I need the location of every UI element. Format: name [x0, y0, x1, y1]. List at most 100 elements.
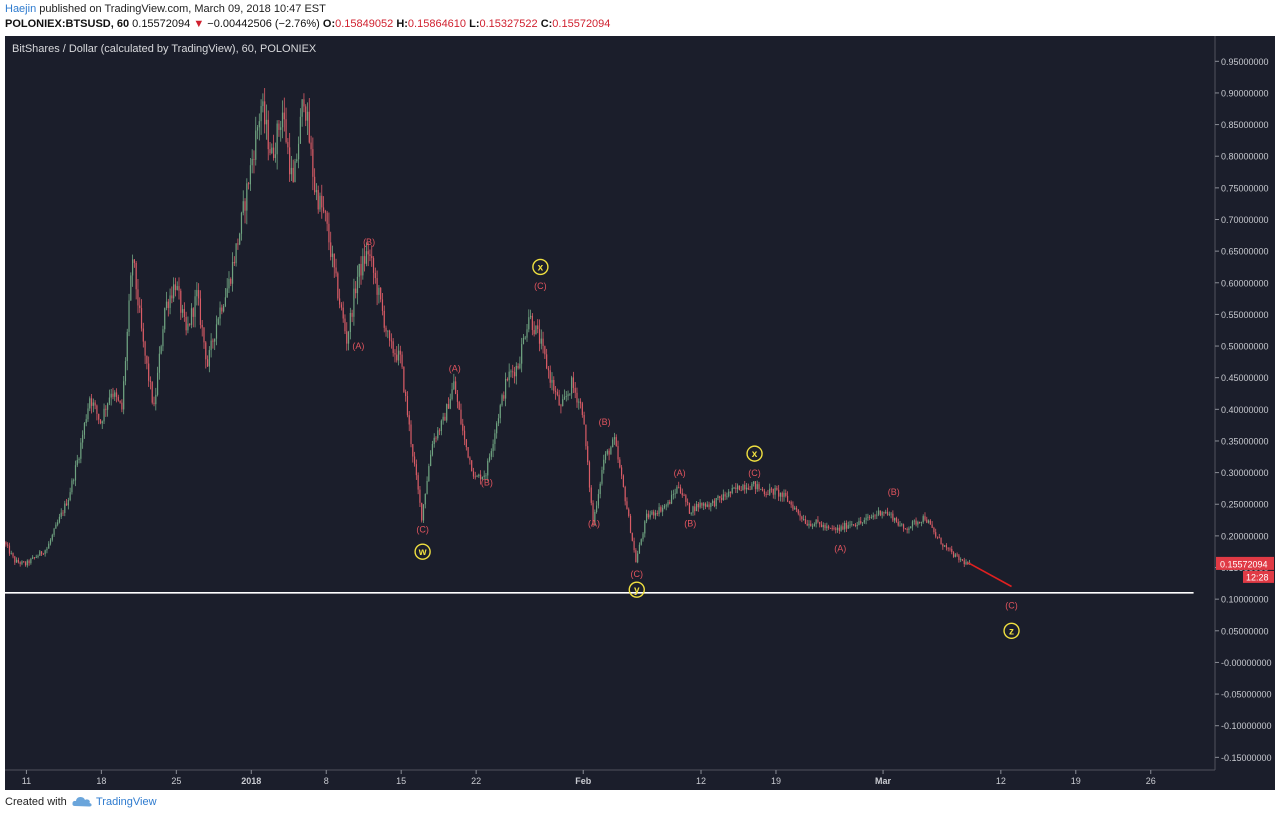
candle-body — [360, 263, 362, 276]
candle-body — [326, 212, 328, 224]
candle-body — [717, 496, 719, 498]
candle-body — [654, 513, 657, 516]
candle-body — [917, 522, 919, 525]
candle-body — [406, 396, 409, 416]
candle-body — [467, 447, 469, 458]
y-tick-label: 0.30000000 — [1221, 468, 1269, 478]
candle-body — [672, 494, 674, 496]
candle-body — [704, 503, 707, 507]
candle-body — [342, 307, 344, 319]
candle-body — [223, 306, 225, 312]
candle-body — [522, 337, 525, 345]
candle-body — [524, 337, 526, 339]
x-tick-label: Mar — [875, 776, 892, 786]
candle-body — [117, 396, 119, 401]
candle-body — [174, 284, 177, 291]
candle-body — [312, 149, 314, 177]
author-link[interactable]: Haejin — [5, 3, 37, 15]
price-chart[interactable]: (B) (A) (A) (C) (B) (C) (B) (A) (C) (A) (B) (C) (A) (… — [5, 36, 1275, 790]
candle-body — [549, 370, 551, 383]
candle-body — [426, 480, 428, 494]
candle-body — [546, 354, 548, 369]
candle-body — [189, 323, 191, 325]
candle-body — [132, 259, 134, 276]
candle-body — [781, 492, 783, 497]
candle-body — [517, 365, 519, 369]
candle-body — [731, 488, 733, 494]
candle-body — [874, 515, 876, 517]
candle-body — [355, 288, 357, 294]
candle-body — [853, 524, 855, 526]
candle-body — [388, 330, 391, 341]
candle-body — [927, 520, 930, 523]
candle-body — [496, 423, 498, 434]
candle-body — [230, 278, 232, 284]
candle-body — [30, 558, 32, 564]
candle-body — [339, 298, 341, 305]
candle-body — [185, 317, 187, 331]
y-axis[interactable]: 0.95000000 0.90000000 0.85000000 0.80000000… — [1214, 36, 1274, 770]
candle-body — [317, 190, 319, 210]
candle-body — [824, 525, 826, 529]
candle-body — [149, 380, 152, 383]
candle-body — [212, 340, 214, 342]
y-tick-label: 0.25000000 — [1221, 500, 1269, 510]
candle-body — [201, 324, 203, 328]
candle-body — [744, 484, 746, 490]
candle-body — [826, 526, 828, 529]
candle-body — [49, 539, 52, 544]
candle-body — [688, 502, 691, 514]
candle-body — [919, 522, 921, 523]
candle-body — [37, 555, 39, 557]
candle-body — [808, 523, 810, 526]
wave-label: (B) — [684, 518, 696, 528]
candle-body — [478, 474, 480, 477]
wave-label: (B) — [599, 417, 611, 427]
tradingview-link[interactable]: TradingView — [96, 796, 157, 808]
candle-body — [865, 517, 867, 521]
candle-body — [510, 371, 512, 373]
candle-body — [294, 161, 296, 183]
candle-body — [503, 395, 505, 399]
candle-body — [519, 363, 521, 369]
candle-body — [838, 527, 840, 531]
candle-body — [603, 459, 605, 470]
candle-body — [585, 424, 587, 447]
high-label: H: — [396, 18, 408, 30]
candle-body — [422, 504, 425, 521]
chart-panel[interactable]: (B) (A) (A) (C) (B) (C) (B) (A) (C) (A) (B) (C) (A) (… — [5, 36, 1275, 790]
candle-body — [287, 142, 289, 148]
candle-body — [324, 211, 326, 213]
candle-body — [399, 350, 401, 355]
candle-body — [597, 494, 599, 506]
candle-body — [114, 392, 116, 397]
candle-body — [276, 123, 278, 155]
candle-body — [53, 528, 55, 535]
candle-body — [390, 340, 392, 342]
candle-body — [39, 551, 41, 556]
candle-body — [551, 380, 553, 383]
x-axis[interactable]: 11 18 25 2018 8 15 22 Feb 12 19 Mar 12 19 26 — [5, 769, 1215, 786]
candle-body — [103, 408, 105, 422]
candle-body — [274, 154, 276, 159]
price-change: −0.00442506 (−2.76%) — [207, 18, 320, 30]
candle-body — [753, 481, 755, 484]
x-tick-label: 15 — [396, 776, 406, 786]
open-label: O: — [322, 18, 336, 30]
candle-body — [592, 502, 594, 524]
candle-body — [126, 331, 128, 362]
candle-body — [281, 112, 284, 128]
candle-body — [544, 346, 546, 355]
candle-body — [815, 519, 817, 525]
candle-body — [296, 159, 298, 162]
candle-body — [46, 548, 48, 551]
candle-body — [515, 365, 517, 377]
wave-label: (C) — [416, 525, 429, 535]
candle-body — [778, 489, 780, 497]
candle-body — [140, 308, 143, 329]
candle-body — [799, 513, 801, 517]
tradingview-cloud-icon[interactable] — [72, 794, 92, 810]
candle-body — [513, 372, 516, 377]
candle-body — [158, 353, 160, 373]
symbol-ohlc-line: POLONIEX:BTSUSD, 60 0.15572094 ▼ −0.0044… — [5, 18, 610, 30]
